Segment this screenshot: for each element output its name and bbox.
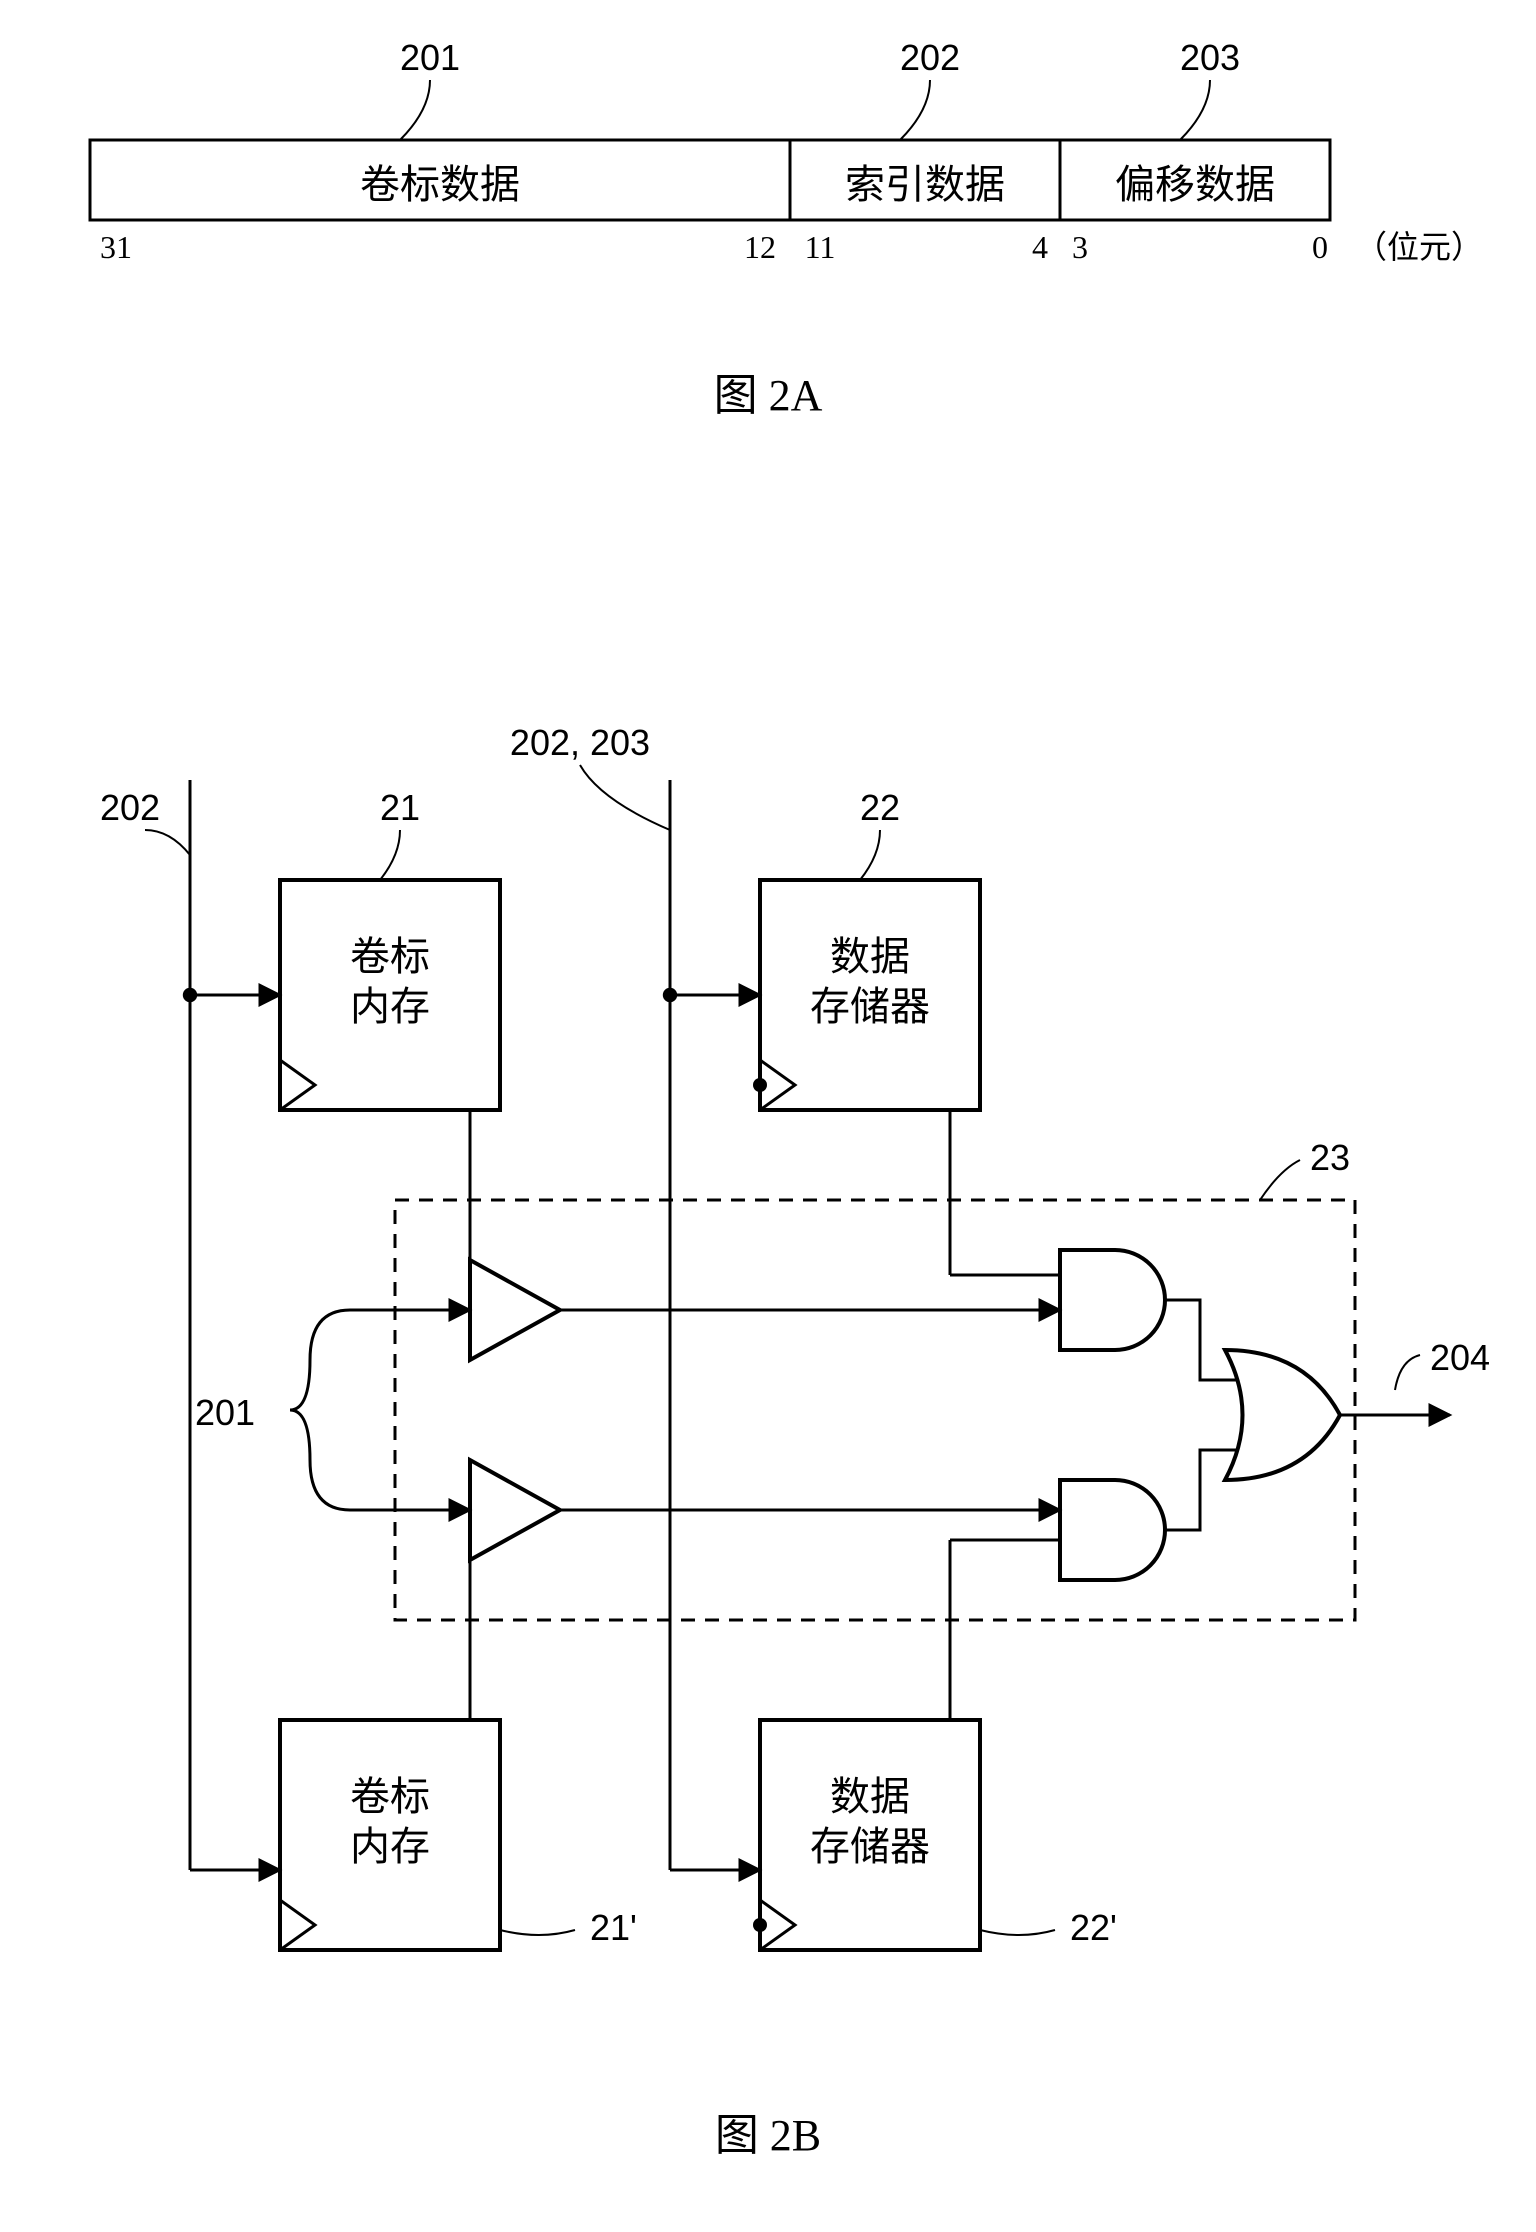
label-204: 204 [1430, 1337, 1490, 1378]
cell-tag-data: 卷标数据 [360, 162, 520, 207]
bit-4: 4 [1032, 229, 1048, 265]
label-202: 202 [100, 787, 160, 828]
label-21: 21 [380, 787, 420, 828]
bit-12: 12 [744, 229, 776, 265]
caption-2a: 图 2A [714, 371, 823, 420]
block-data-mem-top: 数据 存储器 [760, 880, 980, 1110]
block-data-mem-bot: 数据 存储器 [760, 1720, 980, 1950]
clk-dot-data-top [753, 1078, 767, 1092]
block-tag-mem-top: 卷标 内存 [280, 880, 500, 1110]
tag-mem-top-l2: 内存 [350, 984, 430, 1029]
w-and-top-or [1165, 1300, 1238, 1380]
leader-21 [380, 830, 400, 880]
bit-0: 0 [1312, 229, 1328, 265]
data-mem-bot-l1: 数据 [830, 1774, 910, 1819]
clk-tri-tag-bot [280, 1900, 315, 1950]
w-and-bot-or [1165, 1450, 1238, 1530]
leader-22p [980, 1930, 1055, 1935]
bit-unit: （位元） [1355, 229, 1483, 265]
comparator-bot [470, 1460, 560, 1560]
tag-mem-top-l1: 卷标 [350, 934, 430, 979]
leader-203-top [1180, 80, 1210, 140]
and-gate-bot [1060, 1480, 1165, 1580]
data-mem-bot-l2: 存储器 [810, 1824, 930, 1869]
leader-204 [1395, 1355, 1420, 1390]
label-22p: 22' [1070, 1907, 1117, 1948]
fig-2b: 202, 203 202 21 22 卷标 内存 数据 存储器 卷标 内存 [100, 722, 1490, 2160]
clk-dot-data-bot [753, 1918, 767, 1932]
label-21p: 21' [590, 1907, 637, 1948]
label-203-top: 203 [1180, 37, 1240, 78]
label-201: 201 [195, 1392, 255, 1433]
and-gate-top [1060, 1250, 1165, 1350]
bit-31: 31 [100, 229, 132, 265]
or-gate [1225, 1350, 1340, 1480]
label-22: 22 [860, 787, 900, 828]
leader-202 [145, 830, 190, 855]
label-23: 23 [1310, 1137, 1350, 1178]
label-201-top: 201 [400, 37, 460, 78]
data-mem-top-l2: 存储器 [810, 984, 930, 1029]
tag-mem-bot-l1: 卷标 [350, 1774, 430, 1819]
cell-offset-data: 偏移数据 [1115, 162, 1275, 207]
cell-index-data: 索引数据 [845, 162, 1005, 207]
caption-2b: 图 2B [715, 2111, 821, 2160]
bit-3: 3 [1072, 229, 1088, 265]
brace-201 [290, 1310, 350, 1510]
leader-201-top [400, 80, 430, 140]
fig-2a: 201 202 203 卷标数据 索引数据 偏移数据 31 12 11 4 3 … [90, 37, 1483, 420]
leader-23 [1260, 1160, 1300, 1200]
label-202-top: 202 [900, 37, 960, 78]
leader-202-203 [580, 765, 670, 830]
clk-tri-tag-top [280, 1060, 315, 1110]
comparator-top [470, 1260, 560, 1360]
leader-22 [860, 830, 880, 880]
leader-21p [500, 1930, 575, 1935]
label-202-203: 202, 203 [510, 722, 650, 763]
leader-202-top [900, 80, 930, 140]
bit-11: 11 [805, 229, 836, 265]
data-mem-top-l1: 数据 [830, 934, 910, 979]
tag-mem-bot-l2: 内存 [350, 1824, 430, 1869]
block-tag-mem-bot: 卷标 内存 [280, 1720, 500, 1950]
comparator-box [395, 1200, 1355, 1620]
